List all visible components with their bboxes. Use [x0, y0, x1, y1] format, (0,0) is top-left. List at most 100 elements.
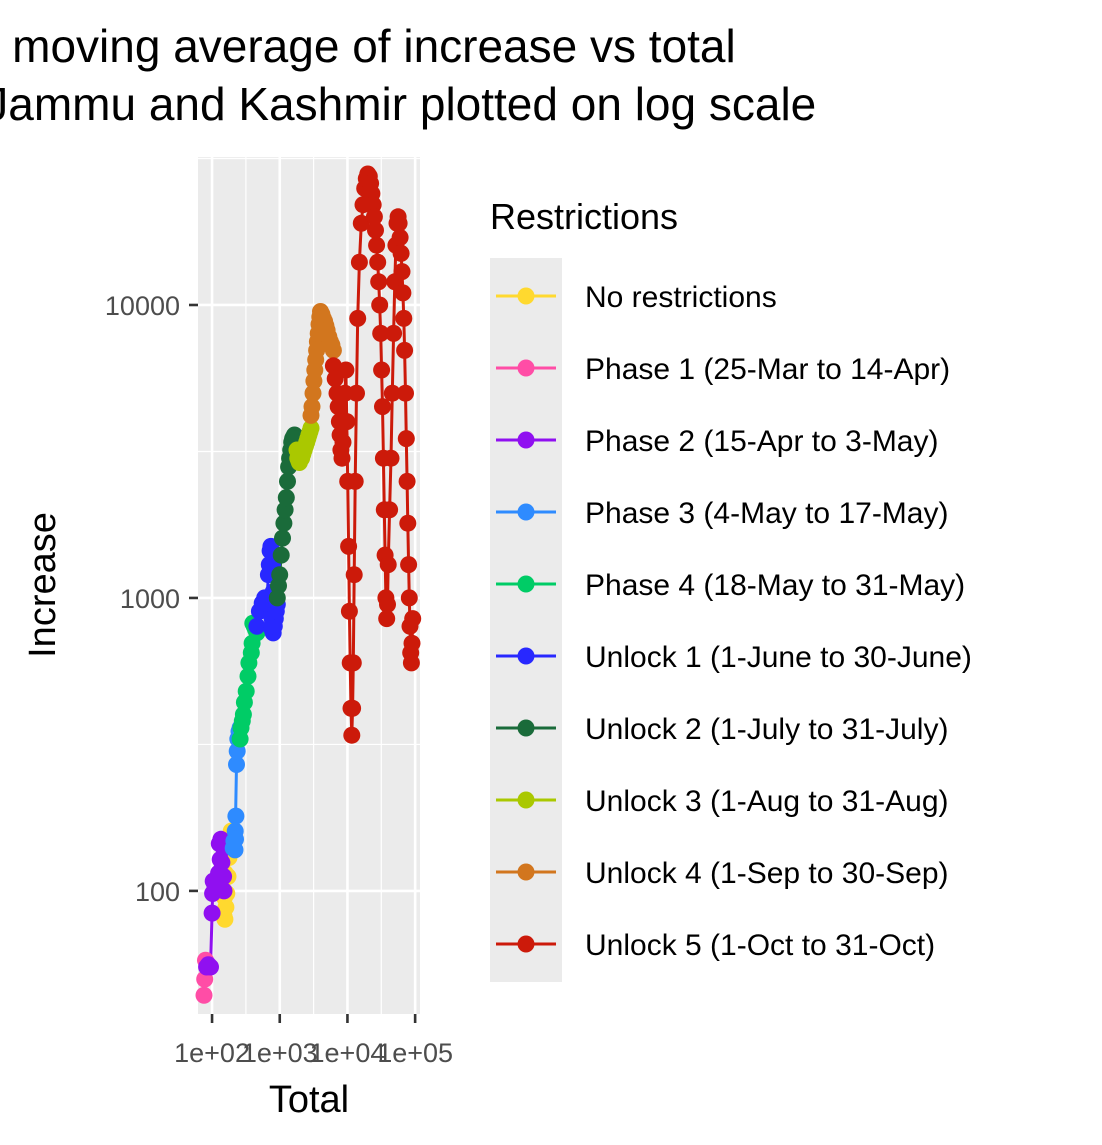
legend-label: Unlock 5 (1-Oct to 31-Oct): [585, 929, 935, 962]
legend-label: Unlock 3 (1-Aug to 31-Aug): [585, 785, 949, 818]
x-tick-label: 1e+05: [377, 1038, 453, 1068]
data-point: [274, 529, 291, 547]
y-axis: 100 1000 10000: [105, 291, 198, 907]
legend-label: No restrictions: [585, 281, 777, 314]
data-point: [367, 221, 384, 239]
data-point: [202, 958, 219, 976]
data-point: [345, 566, 363, 584]
legend-key-point: [517, 503, 535, 521]
data-point: [391, 229, 409, 246]
legend-key-point: [517, 935, 535, 953]
data-point: [350, 253, 368, 271]
data-point: [369, 253, 387, 271]
legend-key-point: [517, 863, 535, 881]
data-point: [398, 472, 416, 490]
x-tick-label: 1e+02: [174, 1038, 250, 1068]
data-point: [390, 214, 408, 232]
data-point: [372, 324, 390, 342]
data-point: [402, 654, 420, 672]
data-point: [226, 841, 244, 859]
data-point: [329, 398, 347, 416]
series-points: [195, 165, 422, 1004]
data-point: [302, 419, 320, 437]
legend-label: Phase 2 (15-Apr to 3-May): [585, 425, 938, 458]
data-point: [370, 273, 388, 291]
y-tick-label: 1000: [120, 584, 180, 614]
data-point: [378, 610, 396, 628]
data-point: [404, 610, 422, 628]
data-point: [396, 341, 414, 359]
data-point: [248, 617, 266, 635]
data-point: [279, 472, 296, 490]
legend-key-point: [517, 719, 535, 737]
data-point: [382, 449, 400, 467]
data-point: [275, 514, 293, 532]
x-tick-label: 1e+04: [310, 1038, 386, 1068]
data-point: [344, 699, 362, 717]
chart-title-line-2: cases in Jammu and Kashmir plotted on lo…: [0, 78, 816, 130]
data-point: [215, 868, 233, 885]
data-point: [277, 489, 295, 507]
y-axis-title: Increase: [22, 512, 64, 658]
legend-title: Restrictions: [490, 196, 678, 237]
data-point: [352, 214, 370, 232]
data-point: [397, 430, 415, 448]
data-point: [400, 589, 418, 607]
data-point: [195, 986, 213, 1004]
data-point: [395, 309, 413, 327]
data-point: [272, 546, 290, 564]
data-point: [227, 807, 245, 825]
data-point: [397, 384, 414, 402]
data-point: [392, 244, 410, 262]
legend-key-background: [490, 258, 562, 982]
legend-key-point: [517, 431, 535, 449]
data-point: [348, 384, 365, 402]
x-axis-title: Total: [269, 1079, 349, 1121]
x-tick-label: 1e+03: [242, 1038, 318, 1068]
legend-key-point: [517, 575, 535, 593]
data-point: [385, 324, 403, 342]
data-point: [399, 514, 417, 532]
data-point: [346, 472, 364, 490]
legend: No restrictions Phase 1 (25-Mar to 14-Apr…: [490, 258, 972, 982]
data-point: [217, 898, 235, 916]
data-point: [304, 384, 322, 402]
data-point: [333, 449, 351, 467]
data-point: [381, 501, 399, 519]
data-point: [303, 398, 321, 416]
data-point: [276, 501, 294, 519]
legend-label: Unlock 2 (1-July to 31-July): [585, 713, 948, 746]
data-point: [334, 433, 352, 451]
legend-label: Phase 3 (4-May to 17-May): [585, 497, 948, 530]
y-tick-label: 100: [135, 877, 180, 907]
legend-key-point: [517, 791, 535, 809]
data-point: [349, 309, 367, 327]
legend-key-point: [517, 287, 535, 305]
data-point: [383, 384, 401, 402]
data-point: [393, 263, 411, 281]
legend-key-point: [517, 359, 535, 377]
data-point: [403, 634, 421, 652]
data-point: [368, 236, 386, 254]
data-point: [373, 361, 391, 379]
data-point: [400, 556, 418, 574]
data-point: [343, 726, 361, 744]
y-tick-label: 10000: [105, 291, 180, 321]
data-point: [324, 341, 342, 359]
data-point: [374, 398, 391, 416]
data-point: [379, 596, 396, 613]
data-point: [228, 756, 245, 773]
data-point: [271, 566, 289, 584]
data-point: [379, 556, 397, 574]
legend-label: Unlock 1 (1-June to 30-June): [585, 641, 972, 674]
data-point: [203, 904, 221, 922]
legend-label: Unlock 4 (1-Sep to 30-Sep): [585, 857, 949, 890]
data-point: [371, 296, 389, 314]
data-point: [394, 284, 412, 302]
data-point: [340, 537, 358, 555]
data-point: [239, 667, 257, 685]
data-point: [337, 361, 355, 379]
chart-title-line-1: 7-day moving average of increase vs tota…: [0, 20, 736, 72]
